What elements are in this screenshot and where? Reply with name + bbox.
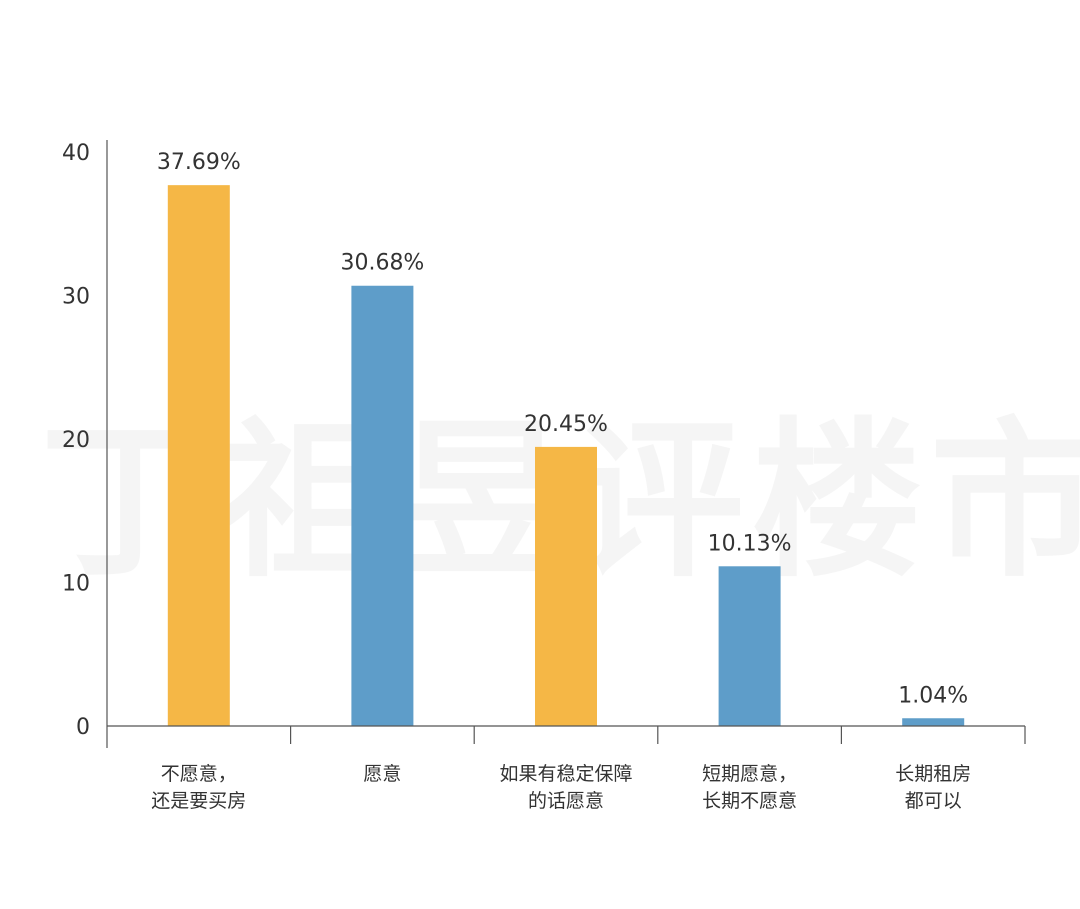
y-tick-label: 40 bbox=[62, 141, 90, 166]
category-label: 都可以 bbox=[905, 790, 962, 812]
category-label: 长期不愿意 bbox=[702, 790, 797, 812]
category-label: 还是要买房 bbox=[151, 790, 246, 812]
category-label: 的话愿意 bbox=[528, 790, 604, 812]
bar-value-label: 20.45% bbox=[524, 412, 608, 437]
bar bbox=[535, 446, 597, 726]
bar bbox=[902, 718, 965, 726]
bar-value-label: 37.69% bbox=[157, 150, 241, 175]
y-tick-label: 0 bbox=[76, 715, 90, 740]
category-label: 短期愿意， bbox=[702, 763, 797, 785]
category-label: 长期租房 bbox=[895, 763, 971, 785]
category-label: 如果有稳定保障 bbox=[499, 763, 632, 785]
y-axis: 0 10 20 30 40 bbox=[62, 140, 108, 748]
y-tick-label: 20 bbox=[62, 428, 90, 453]
bar-value-label: 30.68% bbox=[340, 251, 424, 276]
bar bbox=[167, 185, 230, 726]
bars bbox=[167, 185, 965, 726]
x-axis bbox=[107, 725, 1026, 744]
y-tick-label: 30 bbox=[62, 285, 90, 310]
bar bbox=[718, 566, 781, 726]
bar-value-label: 1.04% bbox=[898, 683, 968, 708]
bar bbox=[351, 285, 414, 726]
value-labels: 37.69% 30.68% 20.45% 10.13% 1.04% bbox=[157, 150, 968, 708]
category-label: 不愿意， bbox=[161, 763, 237, 785]
bar-value-label: 10.13% bbox=[708, 531, 792, 556]
category-label: 愿意 bbox=[363, 763, 401, 785]
y-tick-label: 10 bbox=[62, 572, 90, 597]
